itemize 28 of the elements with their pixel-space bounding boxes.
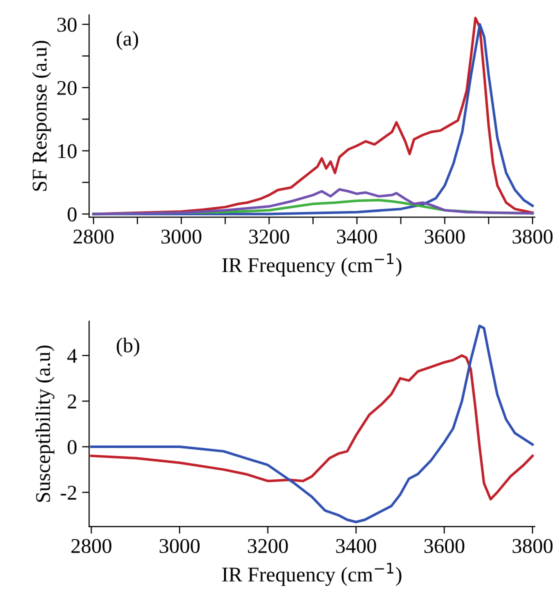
annotation: (b) [116, 338, 140, 357]
y-axis-title: SF Response (a.u) [32, 40, 51, 191]
y-tick-label: 20 [57, 80, 77, 96]
x-tick-label: 3400 [337, 230, 377, 244]
annotation: (a) [116, 31, 138, 50]
x-tick-label: 3600 [424, 230, 465, 244]
y-tick-label: -2 [60, 486, 76, 500]
x-tick-label: 3000 [160, 538, 200, 554]
x-axis-title: IR Frequency (cm$^{−1}$) [222, 562, 402, 586]
x-tick-label: 3800 [512, 230, 553, 244]
x-tick-label: 3200 [249, 230, 290, 244]
line-series [90, 324, 534, 524]
x-tick-label: 3400 [336, 538, 376, 554]
x-axis-title: IR Frequency (cm$^{−1}$) [222, 253, 402, 277]
x-tick-label: 3600 [424, 538, 464, 554]
x-tick-label: 2800 [74, 230, 114, 244]
x-tick-label: 3000 [161, 230, 202, 244]
x-tick-label: 2800 [71, 538, 112, 554]
y-axis-title: Susceptibility (a.u) [35, 346, 54, 502]
y-tick-label: 0 [68, 440, 77, 454]
line-series [92, 188, 534, 216]
y-tick-label: 4 [67, 349, 77, 363]
y-tick-label: 0 [68, 207, 77, 222]
x-tick-label: 3800 [512, 538, 553, 554]
x-tick-label: 3200 [248, 538, 288, 554]
y-tick-label: 30 [57, 18, 77, 32]
y-tick-label: 2 [68, 394, 76, 408]
y-tick-label: 10 [58, 144, 77, 158]
